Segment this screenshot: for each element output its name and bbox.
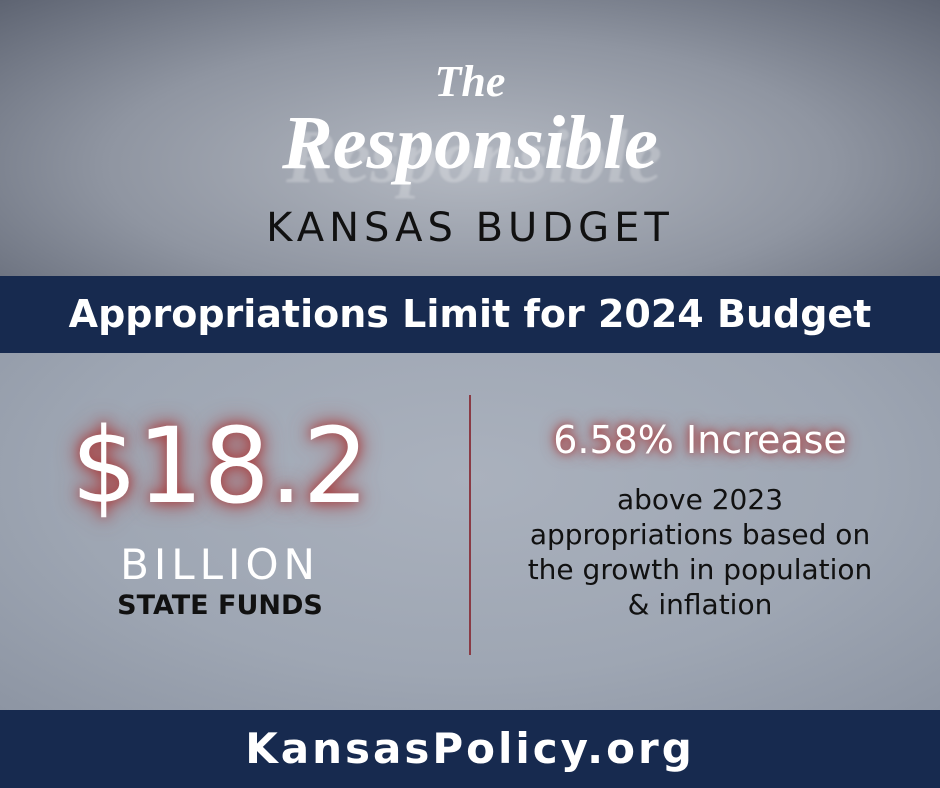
increase-description: above 2023 appropriations based on the gro…: [490, 482, 910, 622]
amount-value: $18.2: [71, 405, 369, 527]
increase-headline: 6.58% Increase: [553, 418, 847, 462]
subtitle: KANSAS BUDGET: [266, 205, 674, 251]
divider: [469, 395, 471, 655]
pre-title: The: [434, 57, 506, 106]
description-line: & inflation: [627, 588, 773, 621]
amount-unit: BILLION: [120, 540, 320, 589]
footer: KansasPolicy.org: [0, 710, 940, 788]
description-line: the growth in population: [527, 553, 873, 586]
title: Responsible: [282, 101, 658, 185]
footer-url[interactable]: KansasPolicy.org: [245, 724, 695, 773]
description-line: above 2023: [616, 483, 784, 516]
banner: Appropriations Limit for 2024 Budget: [0, 276, 940, 353]
amount-label: STATE FUNDS: [117, 590, 323, 621]
banner-title: Appropriations Limit for 2024 Budget: [68, 292, 872, 336]
header-background: [0, 0, 940, 276]
description-line: appropriations based on: [529, 518, 871, 551]
